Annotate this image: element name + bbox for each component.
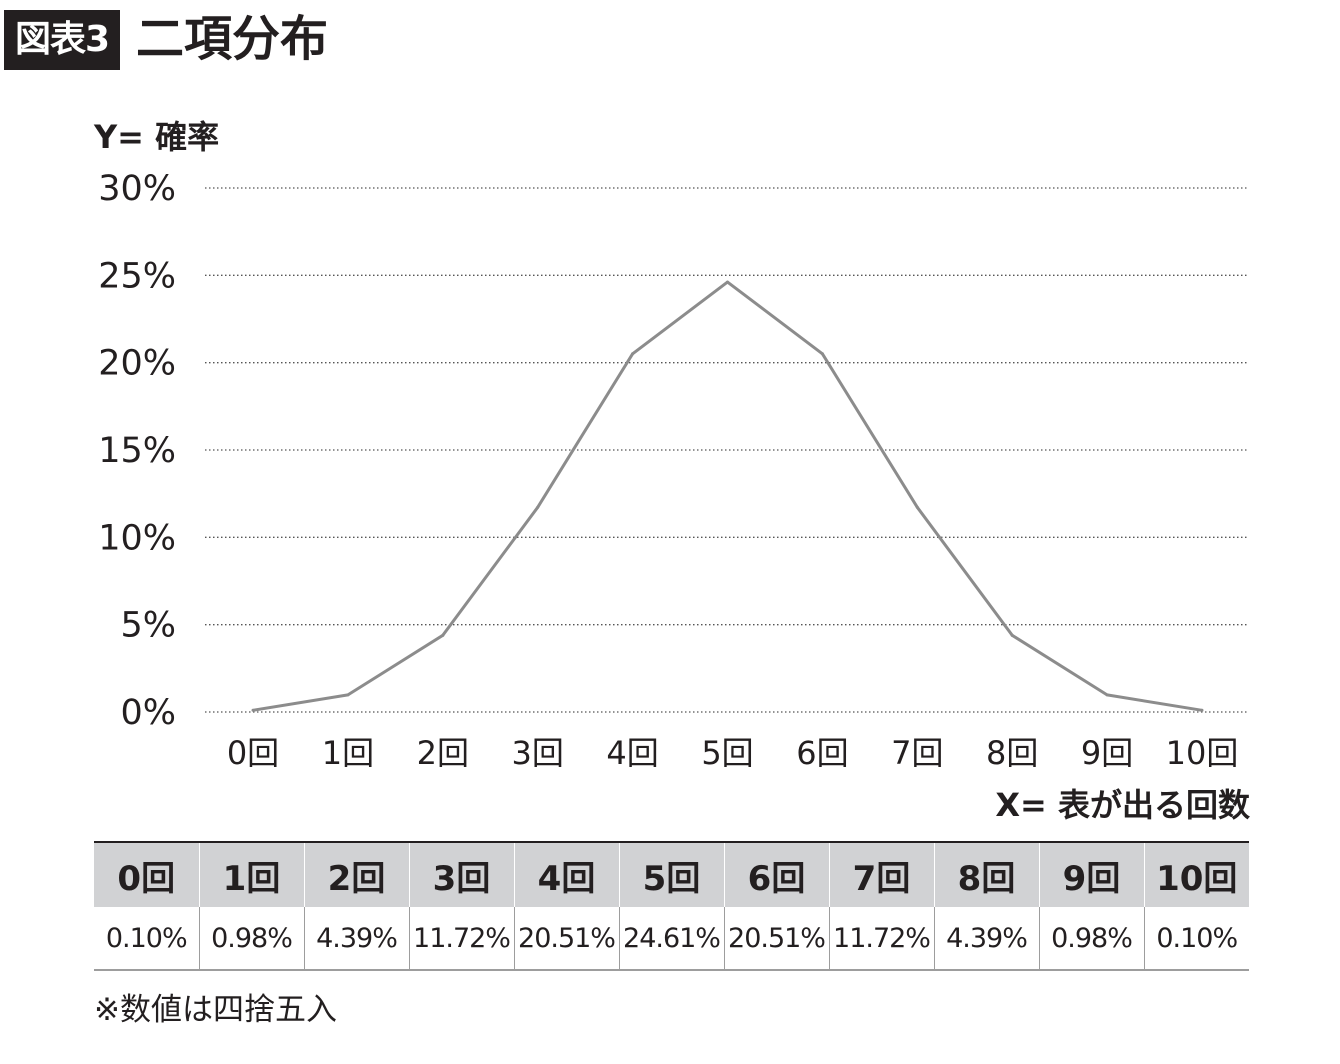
table-header-cell: 3回 [408,841,514,907]
y-axis-label: Y= 確率 [93,118,219,156]
table-header-cell: 6回 [723,841,829,907]
table-value-cell: 4.39% [933,907,1039,971]
x-tick-label: 9回 [1081,734,1133,772]
x-tick-labels: 0回 1回 2回 3回 4回 5回 6回 7回 8回 9回 10回 [227,734,1239,772]
table-value-cell: 4.39% [303,907,409,971]
table-header-cell: 8回 [933,841,1039,907]
y-tick-label: 0% [120,693,176,733]
x-tick-label: 4回 [606,734,658,772]
table-header-cell: 10回 [1143,841,1249,907]
y-tick-label: 10% [98,518,176,558]
y-tick-label: 25% [98,256,176,296]
data-point [820,352,824,356]
data-point [1010,633,1014,637]
figure-badge: 図表3 [4,10,120,70]
data-point [726,280,729,284]
data-point [1200,708,1204,712]
table-value-cell: 20.51% [513,907,619,971]
table-value-cell: 11.72% [828,907,934,971]
y-tick-labels: 0% 5% 10% 15% 20% 25% 30% [98,169,176,733]
table-header-cell: 9回 [1038,841,1144,907]
table-value-cell: 0.10% [1143,907,1249,971]
table-value-cell: 20.51% [723,907,829,971]
table-value-cell: 0.98% [198,907,304,971]
grid-lines [205,187,1248,713]
x-tick-label: 1回 [322,734,374,772]
table-value-row: 0.10% 0.98% 4.39% 11.72% 20.51% 24.61% 20.51% 1… [94,907,1249,971]
figure-title: 二項分布 [136,11,329,67]
x-tick-label: 10回 [1166,734,1239,772]
table-value-cell: 0.98% [1038,907,1144,971]
table-header-row: 0回 1回 2回 3回 4回 5回 6回 7回 8回 9回 10回 [94,841,1249,907]
y-tick-label: 30% [98,169,176,209]
data-point [536,505,540,509]
table-header-cell: 1回 [198,841,304,907]
x-tick-label: 5回 [701,734,753,772]
y-tick-label: 20% [98,344,176,384]
data-point [631,352,635,356]
table-header-cell: 2回 [303,841,409,907]
table-header-cell: 7回 [828,841,934,907]
table-value-cell: 0.10% [94,907,199,971]
data-point [251,708,255,712]
line-chart: Y= 確率 0% 5% 10% 15% 20% 25% 30% 0回 1回 2回 3回 4回 5回 6回… [93,118,1251,824]
table-value-cell: 11.72% [408,907,514,971]
data-point [441,633,445,637]
table-header-cell: 5回 [618,841,724,907]
x-tick-label: 6回 [796,734,848,772]
series-line [251,280,1204,712]
x-tick-label: 7回 [891,734,943,772]
x-axis-label: X= 表が出る回数 [995,786,1251,824]
x-tick-label: 8回 [986,734,1038,772]
x-tick-label: 0回 [227,734,279,772]
y-tick-label: 15% [98,431,176,471]
table-header-cell: 0回 [94,841,199,907]
data-point [346,693,350,697]
probability-table: 0回 1回 2回 3回 4回 5回 6回 7回 8回 9回 10回 0.10% 0.98% 4.39% 1… [94,841,1249,971]
y-tick-label: 5% [120,606,176,646]
rounding-note: ※数値は四捨五入 [94,992,337,1028]
x-tick-label: 3回 [512,734,564,772]
table-value-cell: 24.61% [618,907,724,971]
x-tick-label: 2回 [417,734,469,772]
data-point [915,505,919,509]
table-header-cell: 4回 [513,841,619,907]
data-point [1105,693,1109,697]
series-polyline [252,280,1203,712]
